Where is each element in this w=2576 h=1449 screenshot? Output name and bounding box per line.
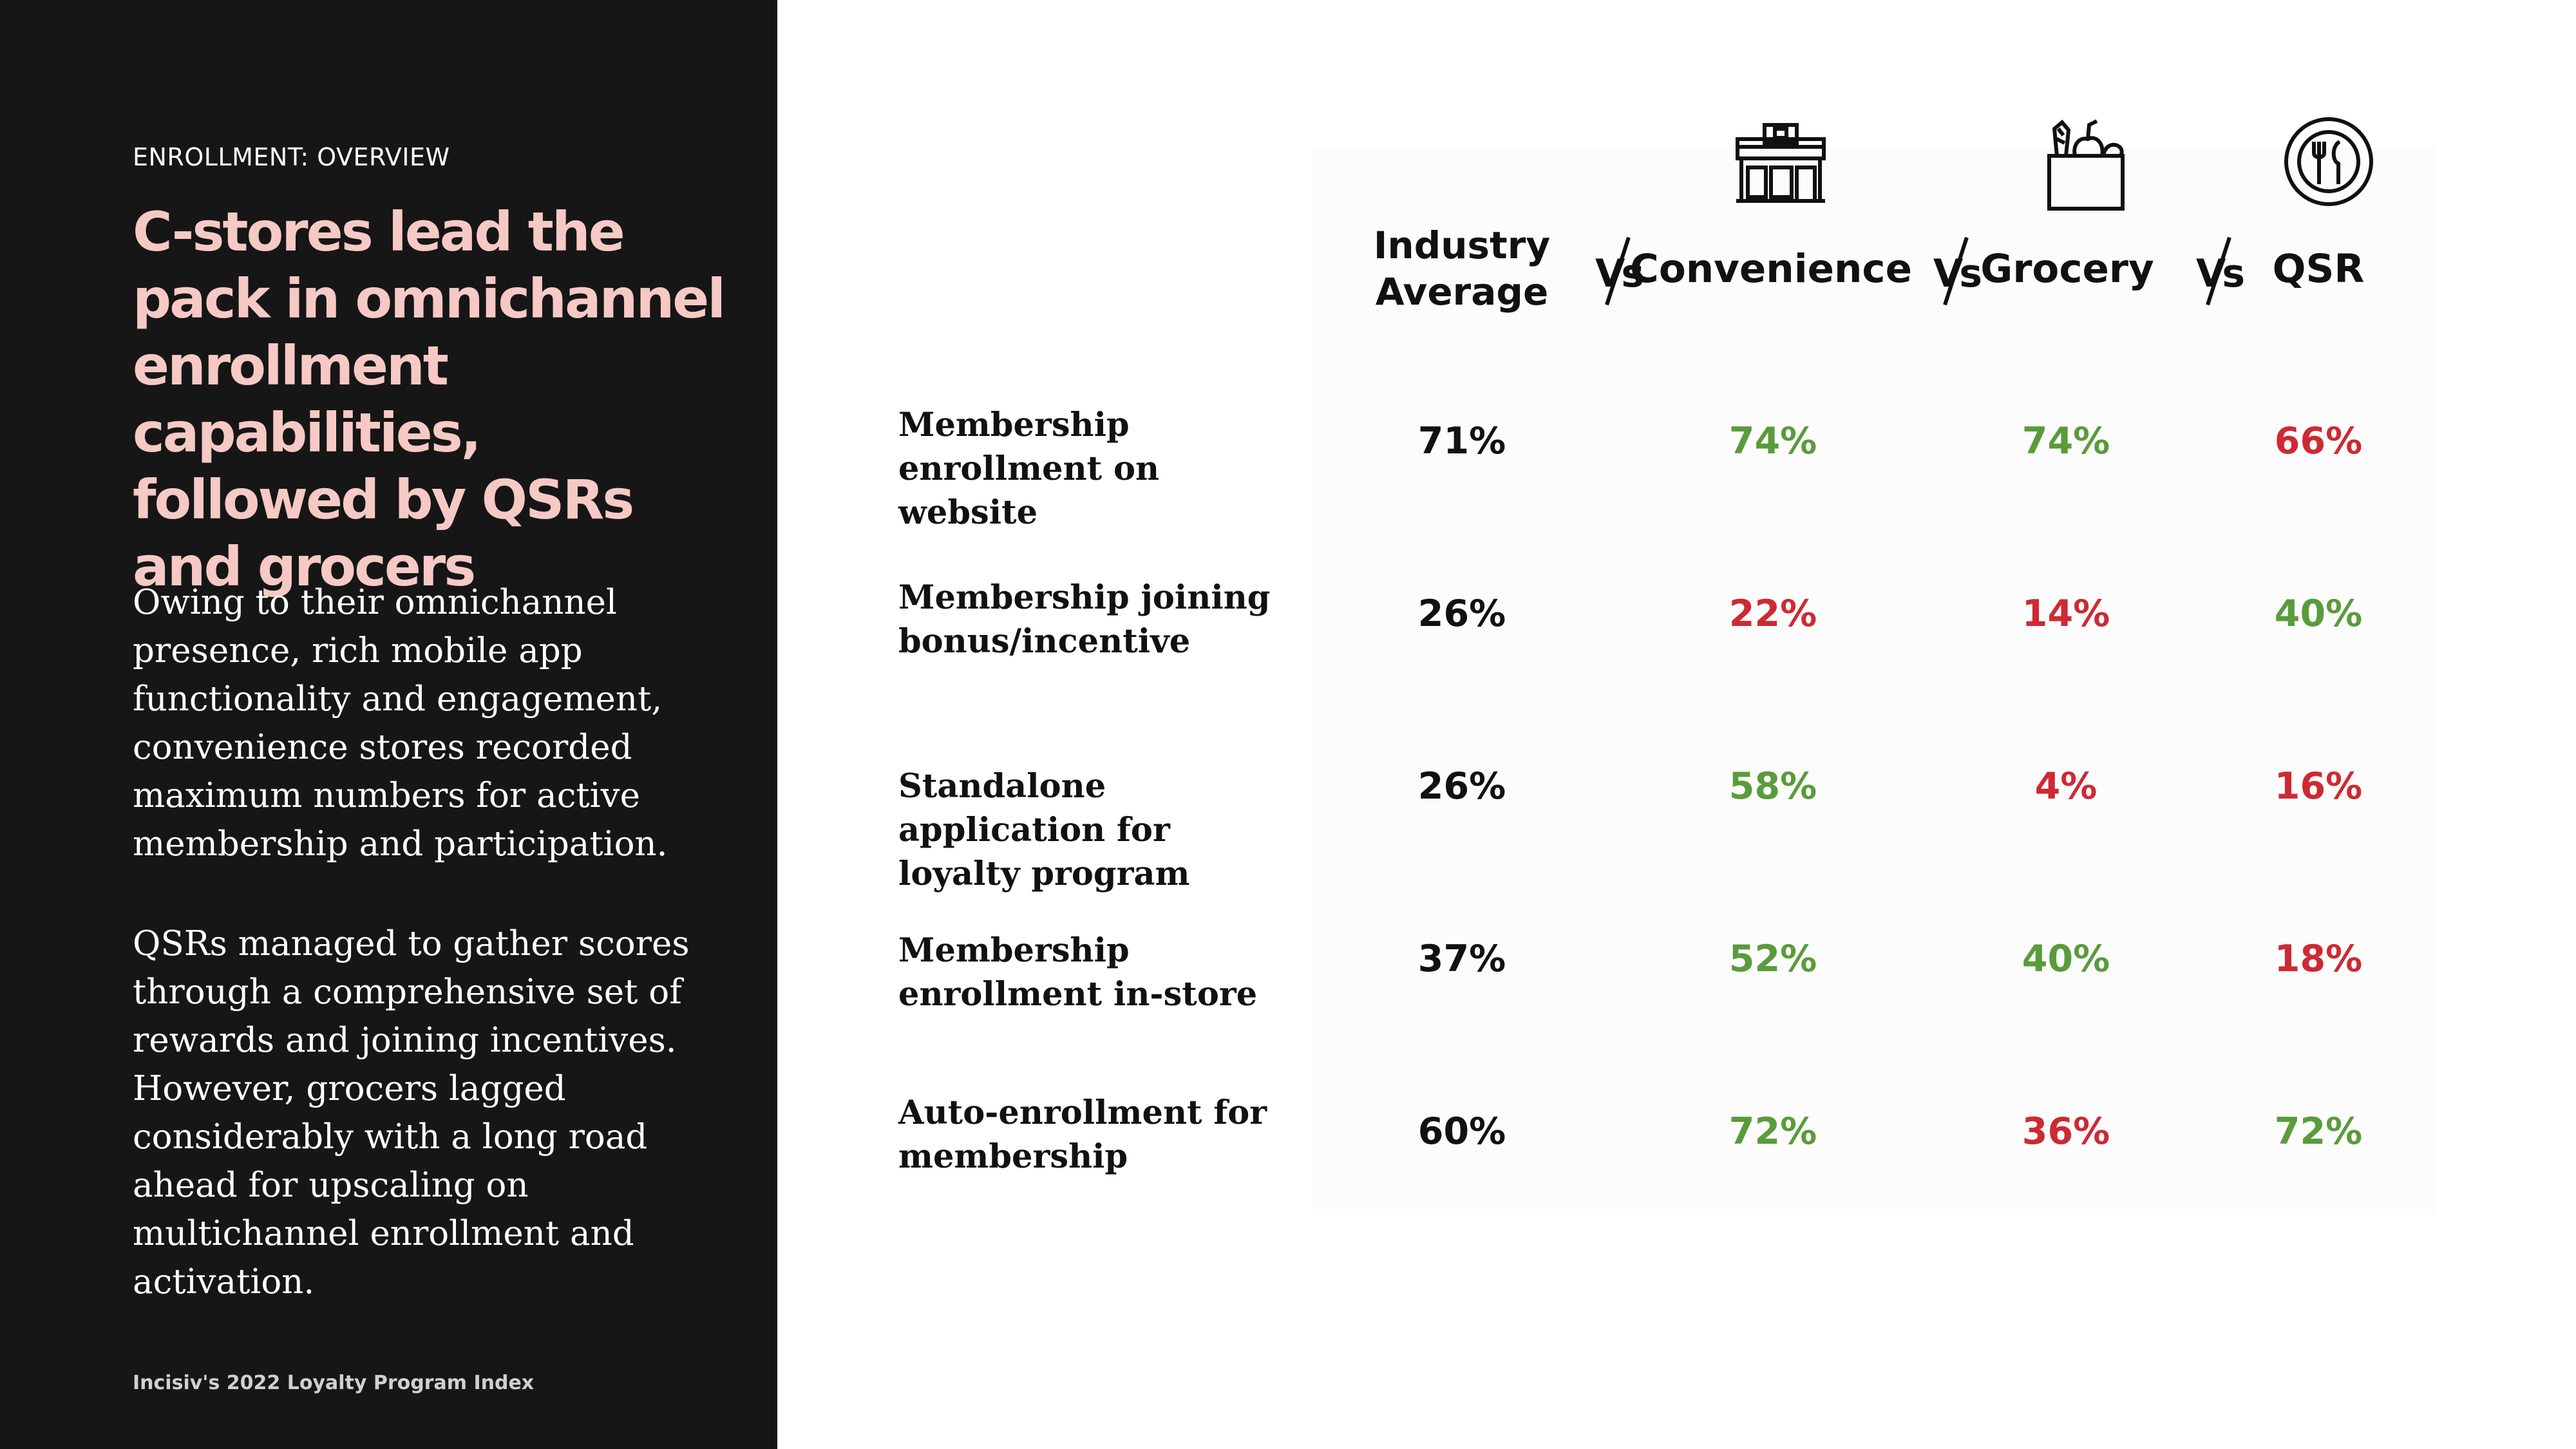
cell-grocery: 4% <box>2034 765 2098 808</box>
cell-industry-average: 60% <box>1417 1110 1506 1153</box>
left-panel: ENROLLMENT: OVERVIEW C-stores lead the p… <box>0 0 777 1449</box>
cell-convenience: 72% <box>1728 1110 1817 1153</box>
row-label: Membership enrollment in-store <box>898 931 1258 1014</box>
column-header-industry-line1: Industry <box>1373 223 1551 267</box>
cell-industry-average: 71% <box>1417 420 1506 462</box>
cell-grocery: 36% <box>2022 1110 2110 1153</box>
cell-industry-average: 26% <box>1417 765 1506 808</box>
cell-qsr: 16% <box>2274 765 2363 808</box>
table-background <box>1312 147 2437 1215</box>
cell-grocery: 40% <box>2022 938 2110 980</box>
cell-convenience: 74% <box>1728 420 1817 462</box>
plate-cutlery-icon <box>2284 117 2373 206</box>
cell-qsr: 40% <box>2274 592 2363 635</box>
row-label: Membership enrollment on website <box>898 406 1160 532</box>
cell-grocery: 74% <box>2022 420 2110 462</box>
row-label: Standalone application for loyalty progr… <box>898 767 1190 893</box>
column-header-grocery: Grocery <box>1980 246 2154 292</box>
footer-source: Incisiv's 2022 Loyalty Program Index <box>133 1372 535 1394</box>
row-label: Auto-enrollment for membership <box>898 1094 1267 1176</box>
section-label: ENROLLMENT: OVERVIEW <box>133 143 450 171</box>
cell-grocery: 14% <box>2022 592 2110 635</box>
vs-separator-1: Vs <box>1587 232 1645 309</box>
column-header-qsr: QSR <box>2272 246 2365 292</box>
vs-separator-3: Vs <box>2188 232 2246 309</box>
cell-convenience: 58% <box>1728 765 1817 808</box>
column-header-industry-average: Industry Average <box>1307 222 1616 315</box>
row-label: Membership joining bonus/incentive <box>898 578 1271 661</box>
body-paragraph-2: QSRs managed to gather scores through a … <box>133 924 690 1302</box>
store-icon <box>1736 123 1826 203</box>
body-paragraph-1: Owing to their omnichannel presence, ric… <box>133 583 668 864</box>
cell-qsr: 72% <box>2274 1110 2363 1153</box>
cell-industry-average: 37% <box>1417 938 1506 980</box>
column-header-convenience: Convenience <box>1630 246 1912 292</box>
column-header-industry-line2: Average <box>1375 270 1549 314</box>
cell-industry-average: 26% <box>1417 592 1506 635</box>
vs-separator-2: Vs <box>1926 232 1984 309</box>
grocery-bag-icon <box>2047 119 2125 211</box>
cell-convenience: 52% <box>1728 938 1817 980</box>
page-title: C-stores lead the pack in omnichannel en… <box>133 200 726 598</box>
cell-convenience: 22% <box>1728 592 1817 635</box>
cell-qsr: 66% <box>2274 420 2363 462</box>
cell-qsr: 18% <box>2274 938 2363 980</box>
